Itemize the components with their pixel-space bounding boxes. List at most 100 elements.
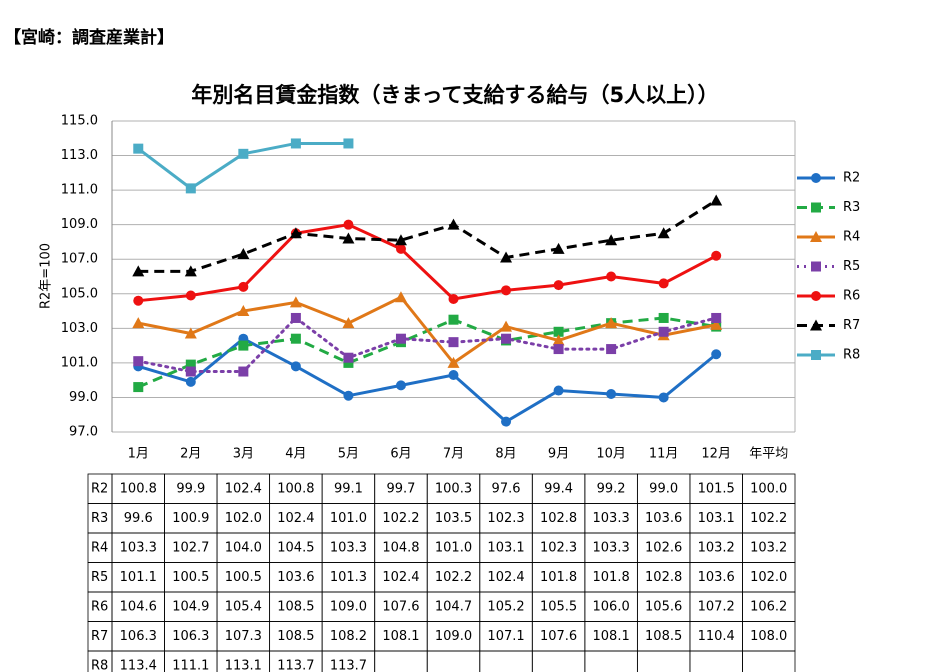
table-value: 102.2	[382, 511, 419, 526]
data-point	[133, 382, 144, 393]
table-value: 103.5	[435, 511, 472, 526]
table-value: 113.7	[330, 658, 367, 672]
y-tick-label: 105.0	[61, 286, 98, 301]
series-line	[137, 336, 718, 424]
data-point	[290, 333, 301, 344]
data-point	[711, 250, 722, 261]
data-point	[447, 356, 460, 368]
table-value: 105.2	[487, 599, 524, 614]
table-row-label: R6	[91, 599, 108, 614]
x-tick-label: 2月	[180, 447, 201, 462]
table-value: 103.3	[120, 540, 157, 555]
data-point	[658, 392, 669, 403]
legend-label: R2	[843, 171, 860, 186]
data-point	[343, 138, 354, 149]
data-point	[500, 320, 513, 332]
series-line	[136, 315, 718, 374]
table-value: 104.9	[172, 599, 209, 614]
data-point	[395, 333, 406, 344]
legend-label: R8	[843, 348, 860, 363]
data-point	[501, 333, 512, 344]
legend-marker	[811, 202, 821, 213]
table-row-label: R8	[91, 658, 108, 672]
table-value: 103.1	[487, 540, 524, 555]
table-value: 113.7	[277, 658, 314, 672]
table-value: 99.4	[544, 481, 573, 496]
table-value: 107.6	[382, 599, 419, 614]
table-value: 104.6	[120, 599, 157, 614]
data-point	[710, 194, 723, 206]
data-point	[553, 326, 564, 337]
table-cell	[531, 650, 586, 672]
x-tick-label: 3月	[233, 447, 254, 462]
table-value: 102.7	[172, 540, 209, 555]
data-point	[605, 234, 618, 246]
table-value: 108.5	[277, 599, 314, 614]
table-value: 103.2	[698, 540, 735, 555]
page-header: 【宮崎：調査産業計】	[4, 27, 174, 48]
data-point	[185, 359, 196, 370]
data-point	[133, 143, 144, 154]
table-value: 99.7	[386, 481, 415, 496]
table-value: 101.1	[120, 570, 157, 585]
table-value: 99.9	[176, 481, 205, 496]
x-tick-label: 11月	[649, 447, 679, 462]
table-value: 100.8	[120, 481, 157, 496]
data-point	[342, 317, 355, 329]
table-value: 105.5	[540, 599, 577, 614]
x-tick-label: 12月	[701, 447, 731, 462]
legend-label: R5	[843, 259, 860, 274]
table-row-label: R7	[91, 629, 108, 644]
table-row-label: R2	[91, 481, 108, 496]
y-tick-label: 113.0	[61, 148, 98, 163]
table-value: 102.4	[277, 511, 314, 526]
data-point	[395, 380, 406, 391]
data-point	[500, 251, 513, 263]
data-point	[132, 317, 145, 329]
table-value: 104.7	[435, 599, 472, 614]
x-tick-label: 7月	[443, 447, 464, 462]
data-point	[501, 285, 512, 296]
table-value: 107.3	[225, 629, 262, 644]
y-tick-label: 99.0	[69, 390, 98, 405]
table-cell	[584, 650, 638, 672]
data-point	[185, 376, 196, 387]
table-value: 100.8	[277, 481, 314, 496]
legend-marker	[811, 173, 821, 183]
legend-label: R7	[843, 318, 860, 333]
table-value: 104.5	[277, 540, 314, 555]
data-point	[605, 317, 618, 329]
data-point	[237, 305, 250, 317]
table-value: 103.3	[330, 540, 367, 555]
x-tick-label: 年平均	[749, 447, 788, 462]
table-value: 113.1	[225, 658, 262, 672]
data-point	[184, 327, 197, 339]
table-value: 102.3	[540, 540, 577, 555]
x-tick-label: 8月	[495, 447, 516, 462]
table-value: 113.4	[120, 658, 157, 672]
data-point	[238, 340, 249, 351]
table-cell	[426, 650, 481, 672]
table-row-label: R5	[91, 570, 108, 585]
x-tick-label: 10月	[596, 447, 626, 462]
table-value: 108.5	[645, 629, 682, 644]
table-value: 99.6	[124, 511, 153, 526]
table-value: 103.3	[593, 511, 630, 526]
table-value: 102.0	[750, 570, 787, 585]
table-value: 103.6	[698, 570, 735, 585]
data-point	[343, 390, 354, 401]
data-point	[658, 278, 669, 289]
chart-title: 年別名目賃金指数（きまって支給する給与（5人以上））	[191, 83, 718, 107]
table-value: 102.4	[225, 481, 262, 496]
table-value: 102.0	[225, 511, 262, 526]
table-value: 104.0	[225, 540, 262, 555]
table-value: 108.1	[593, 629, 630, 644]
data-point	[553, 385, 564, 396]
data-point	[238, 148, 249, 159]
x-tick-label: 4月	[285, 447, 306, 462]
table-value: 106.0	[593, 599, 630, 614]
table-value: 99.2	[597, 481, 626, 496]
table-value: 109.0	[330, 599, 367, 614]
data-point	[606, 271, 617, 282]
